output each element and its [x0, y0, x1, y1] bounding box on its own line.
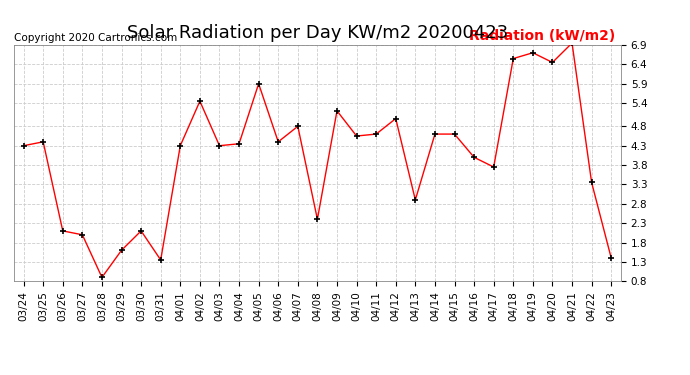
Title: Solar Radiation per Day KW/m2 20200423: Solar Radiation per Day KW/m2 20200423	[127, 24, 508, 42]
Text: Radiation (kW/m2): Radiation (kW/m2)	[469, 28, 615, 43]
Text: Copyright 2020 Cartronics.com: Copyright 2020 Cartronics.com	[14, 33, 177, 43]
